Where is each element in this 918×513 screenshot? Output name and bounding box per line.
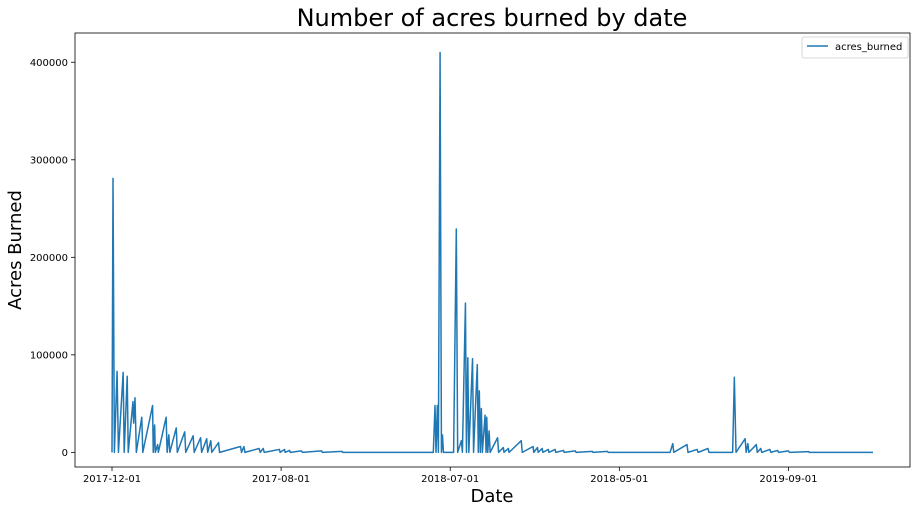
y-tick-label: 0 bbox=[62, 448, 68, 459]
legend: acres_burned bbox=[801, 36, 909, 59]
y-axis-label: Acres Burned bbox=[5, 190, 26, 310]
x-axis-label: Date bbox=[470, 486, 513, 507]
x-tick-label: 2017-08-01 bbox=[252, 474, 310, 485]
x-tick-label: 2017-12-01 bbox=[83, 474, 141, 485]
plot-area bbox=[74, 32, 911, 468]
legend-label: acres_burned bbox=[835, 42, 902, 53]
x-axis: 2017-12-01 2017-08-01 2018-07-01 2018-05-01… bbox=[83, 467, 818, 485]
y-axis: 0 100000 200000 300000 400000 bbox=[30, 58, 75, 459]
y-tick-label: 400000 bbox=[30, 58, 68, 69]
y-tick-label: 100000 bbox=[30, 350, 68, 361]
chart-title: Number of acres burned by date bbox=[297, 4, 688, 32]
series-line-acres-burned bbox=[111, 51, 873, 454]
y-tick-label: 200000 bbox=[30, 253, 68, 264]
x-tick-label: 2018-05-01 bbox=[590, 474, 648, 485]
y-tick-label: 300000 bbox=[30, 155, 68, 166]
x-tick-label: 2019-09-01 bbox=[759, 474, 817, 485]
x-tick-label: 2018-07-01 bbox=[421, 474, 479, 485]
legend-box bbox=[801, 36, 909, 59]
